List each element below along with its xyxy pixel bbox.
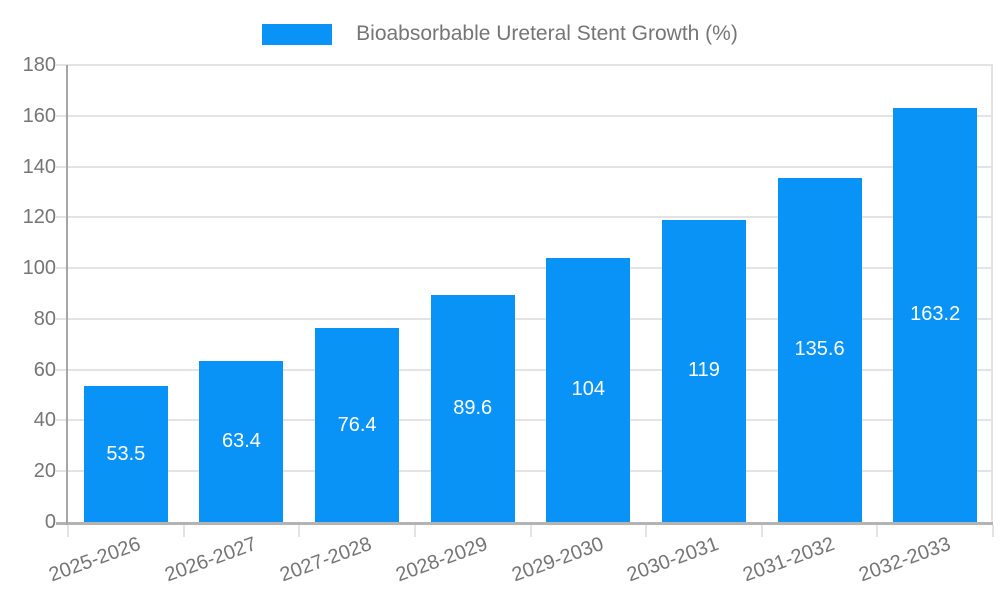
y-axis-label: 140 <box>22 155 56 178</box>
gridline-y-60 <box>56 368 993 371</box>
bar-value-label: 89.6 <box>453 396 493 419</box>
x-axis-label: 2030-2031 <box>624 532 722 587</box>
gridline-y-40 <box>56 419 993 422</box>
bar-value-label: 135.6 <box>794 338 845 361</box>
bar: 104 <box>546 257 631 522</box>
x-axis-tick <box>298 525 301 537</box>
y-axis-line <box>66 65 68 525</box>
bar-value-label: 163.2 <box>910 303 961 326</box>
x-axis-label: 2027-2028 <box>277 532 375 587</box>
x-axis-label: 2031-2032 <box>740 532 838 587</box>
x-axis-tick <box>645 525 648 537</box>
gridline-y-120 <box>56 216 993 219</box>
y-axis-label: 160 <box>22 104 56 127</box>
bar: 76.4 <box>315 328 400 522</box>
bar: 53.5 <box>83 386 168 522</box>
x-axis-label: 2025-2026 <box>46 532 144 587</box>
x-axis-line <box>56 522 993 525</box>
y-axis-label: 20 <box>33 460 56 483</box>
legend-swatch <box>262 23 333 45</box>
gridline-y-100 <box>56 267 993 270</box>
x-axis-tick <box>529 525 532 537</box>
x-axis-tick <box>67 525 69 537</box>
y-axis-label: 0 <box>44 511 56 533</box>
gridline-y-160 <box>56 114 993 117</box>
x-axis-label: 2026-2027 <box>161 532 260 587</box>
x-axis-label: 2032-2033 <box>855 532 954 587</box>
bar-value-label: 53.5 <box>106 442 146 465</box>
x-axis-tick <box>413 525 416 537</box>
x-axis-tick <box>992 525 994 537</box>
bar: 89.6 <box>430 294 515 522</box>
bar: 163.2 <box>893 107 978 522</box>
x-axis-tick <box>182 525 185 537</box>
legend-label: Bioabsorbable Ureteral Stent Growth (%) <box>356 22 738 45</box>
gridline-y-140 <box>56 165 993 168</box>
y-axis-label: 120 <box>22 206 56 229</box>
gridline-y-180 <box>56 64 993 66</box>
gridline-y-80 <box>56 317 993 320</box>
bar-value-label: 76.4 <box>337 413 377 436</box>
plot-right-border <box>991 65 993 522</box>
bar: 63.4 <box>199 361 284 522</box>
legend-item[interactable]: Bioabsorbable Ureteral Stent Growth (%) <box>262 22 738 46</box>
x-axis-tick <box>760 525 763 537</box>
y-axis-label: 80 <box>33 307 56 330</box>
gridline-y-20 <box>56 470 993 473</box>
x-axis-label: 2029-2030 <box>508 532 607 587</box>
y-axis-label: 60 <box>33 358 56 381</box>
x-axis-tick <box>876 525 879 537</box>
y-axis-label: 40 <box>33 409 56 432</box>
y-axis-label: 100 <box>22 257 56 280</box>
x-axis-label: 2028-2029 <box>393 532 491 587</box>
bar: 135.6 <box>777 177 862 522</box>
bar-value-label: 119 <box>687 359 720 382</box>
legend: Bioabsorbable Ureteral Stent Growth (%) <box>0 22 1000 46</box>
y-axis-label: 180 <box>22 54 56 76</box>
bar-value-label: 104 <box>571 378 605 401</box>
bar: 119 <box>661 219 746 522</box>
bar-value-label: 63.4 <box>221 430 261 452</box>
